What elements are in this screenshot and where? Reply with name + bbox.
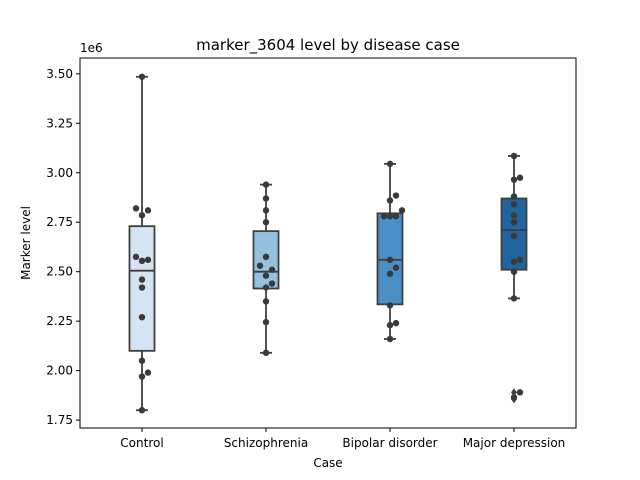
x-axis: Control Schizophrenia Bipolar disorder Majo… (120, 428, 565, 450)
data-point (262, 219, 270, 226)
outlier-marker (511, 388, 517, 397)
data-point (268, 280, 276, 287)
data-point (386, 335, 394, 343)
y-axis-label: Marker level (19, 206, 33, 280)
y-tick-label: 1.75 (46, 413, 73, 427)
data-point (510, 394, 518, 401)
plot-area (80, 58, 576, 428)
y-tick-label: 2.50 (46, 265, 73, 279)
data-point (392, 213, 400, 220)
data-point (392, 192, 400, 199)
data-point (138, 73, 146, 80)
data-point (262, 253, 270, 261)
x-tick-label: Bipolar disorder (342, 436, 437, 450)
data-point (510, 219, 518, 226)
data-point (262, 272, 270, 279)
data-point (262, 349, 270, 357)
x-tick-label: Major depression (463, 436, 566, 450)
data-point (138, 284, 146, 291)
data-point (138, 373, 146, 380)
data-point (398, 207, 406, 214)
data-point (132, 253, 140, 261)
data-point (386, 256, 394, 264)
plot-background (80, 58, 576, 428)
data-point (262, 284, 270, 291)
data-point (386, 321, 394, 329)
data-point (516, 389, 524, 396)
data-point (392, 264, 400, 271)
chart-title: marker_3604 level by disease case (196, 36, 460, 55)
data-point (262, 318, 270, 326)
x-axis-label: Case (313, 456, 342, 470)
data-point (144, 207, 152, 214)
data-point (268, 266, 276, 273)
data-point (138, 406, 146, 414)
data-point (386, 197, 394, 204)
data-point (386, 270, 394, 277)
plot-frame (79, 57, 577, 429)
data-point (138, 357, 146, 364)
data-point (386, 213, 394, 220)
x-tick-label: Control (120, 436, 163, 450)
y-tick-label: 3.50 (46, 67, 73, 81)
y-axis: 1.75 2.00 2.25 2.50 2.75 3.00 3.25 3.50 (46, 67, 80, 427)
data-point (510, 212, 518, 219)
data-point (138, 276, 146, 283)
y-tick-label: 2.25 (46, 314, 73, 328)
data-point (516, 256, 524, 264)
data-point (510, 232, 518, 240)
data-point (262, 298, 270, 305)
data-point (386, 160, 394, 168)
data-point (144, 256, 152, 264)
data-point (510, 268, 518, 275)
data-point (262, 181, 270, 188)
data-point (386, 302, 394, 309)
y-tick-label: 3.25 (46, 116, 73, 130)
data-point (510, 201, 518, 208)
data-point (510, 152, 518, 160)
data-point (516, 174, 524, 181)
data-point (392, 319, 400, 327)
data-point (262, 195, 270, 202)
y-offset-label: 1e6 (80, 41, 103, 55)
data-point (262, 207, 270, 214)
data-point (510, 258, 518, 265)
y-tick-label: 2.75 (46, 215, 73, 229)
data-point (510, 176, 518, 183)
points-layer (132, 73, 524, 414)
y-tick-label: 2.00 (46, 364, 73, 378)
data-point (380, 213, 388, 220)
data-point (132, 205, 140, 212)
y-tick-label: 3.00 (46, 166, 73, 180)
data-point (138, 212, 146, 219)
data-point (510, 295, 518, 302)
data-point (510, 193, 518, 200)
data-point (256, 262, 264, 269)
x-tick-label: Schizophrenia (224, 436, 308, 450)
data-point (138, 257, 146, 265)
data-point (138, 313, 146, 321)
data-point (144, 369, 152, 376)
